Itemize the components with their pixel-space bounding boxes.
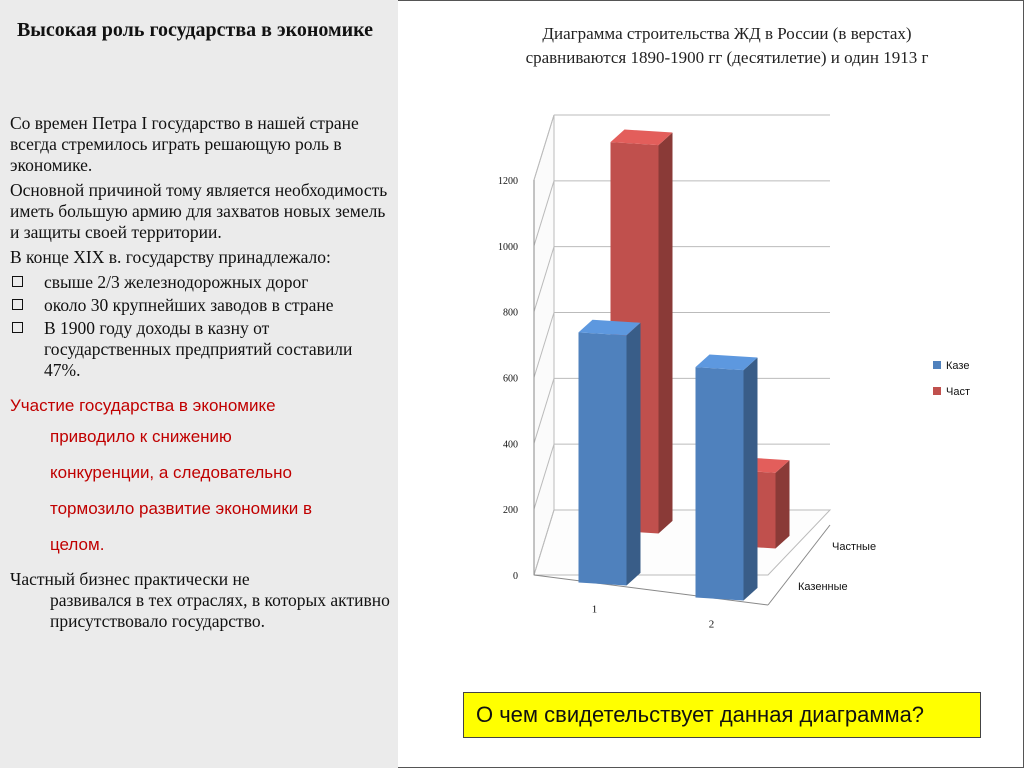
legend-entry: Казенные bbox=[946, 360, 970, 372]
legend-entry: Частные bbox=[946, 386, 970, 398]
red-line: Участие государства в экономике bbox=[10, 396, 276, 415]
legend-swatch bbox=[933, 361, 941, 369]
red-line: конкуренции, а следовательно bbox=[50, 463, 292, 482]
red-line: тормозило развитие экономики в bbox=[50, 499, 313, 518]
bullet-text: свыше 2/3 железнодорожных дорог bbox=[44, 272, 309, 292]
y-tick-label: 800 bbox=[503, 308, 518, 319]
left-body: Со времен Петра I государство в нашей ст… bbox=[10, 113, 390, 632]
checkbox-bullet-icon bbox=[12, 322, 23, 333]
bar-Казенные-1 bbox=[578, 332, 627, 586]
checkbox-bullet-icon bbox=[12, 299, 23, 310]
bullet-item: В 1900 году доходы в казну от государств… bbox=[10, 318, 390, 381]
checkbox-bullet-icon bbox=[12, 276, 23, 287]
left-title: Высокая роль государства в экономике bbox=[16, 19, 374, 41]
y-tick-label: 600 bbox=[503, 374, 518, 385]
bullet-list: свыше 2/3 железнодорожных дорог около 30… bbox=[10, 272, 390, 381]
bar-side-Казенные bbox=[743, 357, 758, 601]
y-tick-label: 1000 bbox=[498, 242, 518, 253]
gridline-side bbox=[533, 312, 555, 378]
private-business-rest: развивался в тех отраслях, в которых акт… bbox=[50, 590, 390, 631]
gridline-side bbox=[533, 378, 555, 444]
legend-swatch bbox=[933, 387, 941, 395]
bullet-text: В 1900 году доходы в казну от государств… bbox=[44, 318, 353, 380]
bar-side-Казенные bbox=[626, 322, 641, 586]
red-conclusion: Участие государства в экономике приводил… bbox=[10, 393, 390, 563]
x-tick-label: 1 bbox=[592, 604, 598, 616]
paragraph-xix: В конце XIX в. государству принадлежало: bbox=[10, 247, 331, 267]
chart-title-line-2: сравниваются 1890-1900 гг (десятилетие) … bbox=[525, 48, 929, 67]
bar-top-Казенные bbox=[578, 319, 641, 336]
private-business-first-line: Частный бизнес практически не bbox=[10, 569, 250, 589]
paragraph-peter: Со времен Петра I государство в нашей ст… bbox=[10, 113, 359, 175]
bar-Казенные-2 bbox=[695, 367, 744, 601]
chart-title: Диаграмма строительства ЖД в России (в в… bbox=[452, 22, 1002, 70]
bullet-item: около 30 крупнейших заводов в стране bbox=[10, 295, 390, 316]
bullet-item: свыше 2/3 железнодорожных дорог bbox=[10, 272, 390, 293]
bar-side-Частные bbox=[775, 460, 790, 549]
y-tick-label: 400 bbox=[503, 439, 518, 450]
red-line: целом. bbox=[50, 535, 105, 554]
x-tick-label: 2 bbox=[709, 619, 715, 631]
bar-side-Частные bbox=[658, 132, 673, 534]
gridline-side bbox=[533, 444, 555, 510]
depth-label: Казенные bbox=[798, 581, 848, 593]
chart-title-line-1: Диаграмма строительства ЖД в России (в в… bbox=[542, 24, 912, 43]
bar-top-Частные bbox=[610, 129, 673, 146]
gridline-side bbox=[533, 114, 555, 181]
bullet-text: около 30 крупнейших заводов в стране bbox=[44, 295, 334, 315]
gridline-side bbox=[533, 180, 555, 246]
paragraph-private-business: Частный бизнес практически не развивался… bbox=[10, 569, 390, 632]
left-text-panel: Высокая роль государства в экономике Со … bbox=[0, 0, 398, 768]
paragraph-reason: Основной причиной тому является необходи… bbox=[10, 180, 388, 242]
gridline-side bbox=[533, 246, 555, 312]
y-tick-label: 0 bbox=[513, 571, 518, 582]
gridline-side bbox=[533, 509, 555, 576]
railway-chart: 0 200 400 600 800 1000 1200 1 2 Частные Казенные Ка… bbox=[498, 114, 970, 631]
question-box: О чем свидетельствует данная диаграмма? bbox=[463, 692, 981, 738]
y-tick-label: 1200 bbox=[498, 176, 518, 187]
depth-axis bbox=[767, 524, 831, 606]
depth-label: Частные bbox=[832, 541, 876, 553]
x-axis bbox=[533, 574, 769, 606]
bar-top-Казенные bbox=[695, 354, 758, 371]
y-tick-label: 200 bbox=[503, 505, 518, 516]
red-line: приводило к снижению bbox=[50, 427, 232, 446]
